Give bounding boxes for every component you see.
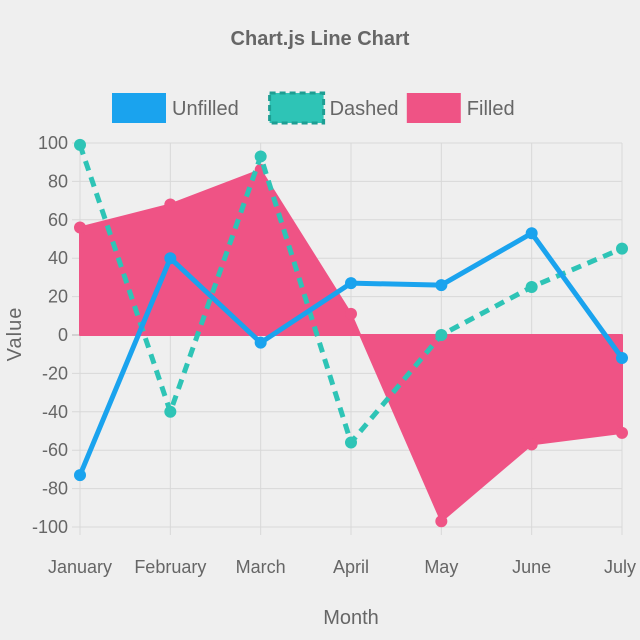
x-tick-label: April (333, 557, 369, 577)
series-unfilled (74, 227, 628, 482)
point-dashed-january[interactable] (74, 138, 86, 151)
x-axis-title: Month (323, 607, 379, 629)
legend-item-filled[interactable]: Filled (406, 93, 515, 123)
point-dashed-april[interactable] (345, 436, 357, 449)
series-layer (74, 138, 628, 528)
y-tick-label: 40 (48, 248, 68, 268)
point-filled-june[interactable] (525, 438, 538, 451)
legend-swatch-unfilled (112, 93, 166, 123)
x-tick-label: March (236, 557, 286, 577)
point-unfilled-june[interactable] (525, 227, 538, 240)
legend-label-dashed: Dashed (330, 98, 399, 120)
legend-label-unfilled: Unfilled (172, 98, 239, 120)
legend-item-dashed[interactable]: Dashed (268, 91, 399, 125)
point-unfilled-july[interactable] (616, 352, 628, 365)
y-tick-label: -40 (42, 402, 68, 422)
y-tick-label: -20 (42, 363, 68, 383)
point-filled-january[interactable] (74, 221, 86, 234)
point-filled-february[interactable] (164, 198, 177, 211)
legend-swatch-dashed (268, 91, 326, 125)
series-dashed (74, 138, 628, 449)
y-tick-label: -100 (32, 517, 68, 537)
y-tick-label: 100 (38, 133, 68, 153)
y-tick-label: 60 (48, 210, 68, 230)
y-tick-label: 20 (48, 287, 68, 307)
x-tick-label: January (48, 557, 112, 577)
y-tick-label: 0 (58, 325, 68, 345)
x-tick-label: May (424, 557, 458, 577)
legend-swatch-filled (406, 93, 461, 123)
point-unfilled-march[interactable] (254, 336, 267, 349)
x-axis-ticks: January February March April May June July (48, 557, 636, 577)
point-unfilled-february[interactable] (164, 252, 177, 265)
chart-title: Chart.js Line Chart (231, 28, 410, 50)
y-tick-label: -80 (42, 479, 68, 499)
point-filled-april[interactable] (345, 307, 357, 320)
area-filled (79, 168, 623, 523)
legend-label-filled: Filled (467, 98, 515, 120)
y-axis-title: Value (4, 307, 26, 362)
point-dashed-july[interactable] (616, 242, 628, 255)
point-filled-july[interactable] (616, 426, 628, 439)
point-unfilled-april[interactable] (345, 277, 357, 290)
y-tick-label: 80 (48, 171, 68, 191)
x-tick-label: June (512, 557, 551, 577)
point-dashed-march[interactable] (254, 150, 267, 163)
x-tick-label: February (134, 557, 206, 577)
point-unfilled-may[interactable] (435, 279, 448, 292)
point-dashed-may[interactable] (435, 329, 448, 341)
legend: Unfilled Dashed Filled (112, 91, 515, 125)
point-filled-may[interactable] (435, 515, 448, 528)
y-axis-ticks: 100 80 60 40 20 0 -20 -40 -60 -80 -100 (32, 133, 68, 537)
point-dashed-june[interactable] (525, 281, 538, 293)
x-tick-label: July (604, 557, 636, 577)
point-unfilled-january[interactable] (74, 469, 86, 482)
point-dashed-february[interactable] (164, 405, 177, 418)
legend-item-unfilled[interactable]: Unfilled (112, 93, 239, 123)
y-tick-label: -60 (42, 440, 68, 460)
